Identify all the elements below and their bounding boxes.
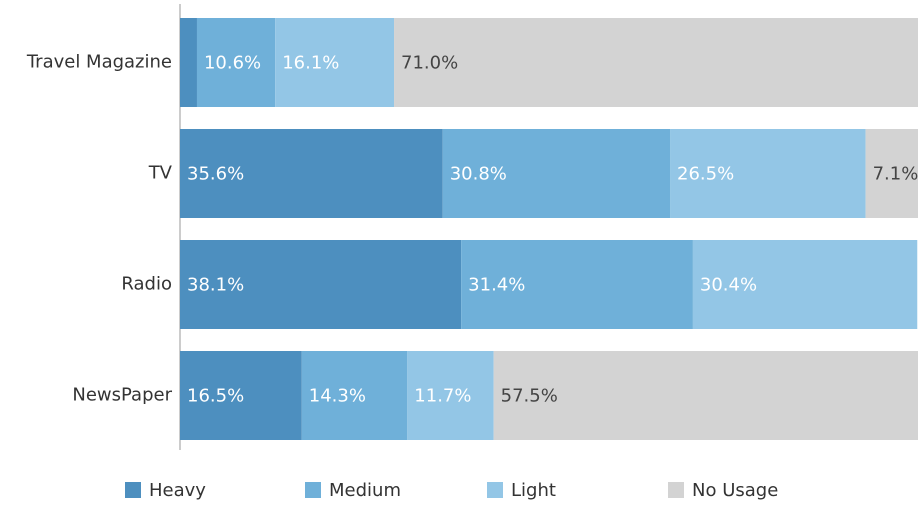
bar-segment xyxy=(670,129,866,218)
value-label: 16.1% xyxy=(282,53,339,74)
value-label: 26.5% xyxy=(677,164,734,185)
bar-segment xyxy=(180,351,302,440)
bar-segment xyxy=(461,240,693,329)
legend-swatch xyxy=(305,482,321,498)
value-label: 7.1% xyxy=(873,164,919,185)
bar-segment xyxy=(301,351,408,440)
bar-segment xyxy=(865,129,918,218)
bar-segment xyxy=(180,129,443,218)
bar-segment xyxy=(442,129,671,218)
value-label: 30.8% xyxy=(450,164,507,185)
legend-swatch xyxy=(125,482,141,498)
legend-label: No Usage xyxy=(692,480,778,501)
bar-segment xyxy=(275,18,395,107)
legend-swatch xyxy=(668,482,684,498)
legend-label: Light xyxy=(511,480,556,501)
bar-segment xyxy=(180,240,462,329)
bar-segment xyxy=(407,351,494,440)
bar-segment xyxy=(394,18,918,107)
value-label: 31.4% xyxy=(468,275,525,296)
value-label: 14.3% xyxy=(309,386,366,407)
value-label: 71.0% xyxy=(401,53,458,74)
value-label: 10.6% xyxy=(204,53,261,74)
bar-segment xyxy=(196,18,276,107)
value-label: 38.1% xyxy=(187,275,244,296)
value-label: 11.7% xyxy=(414,386,471,407)
value-label: 30.4% xyxy=(700,275,757,296)
value-label: 57.5% xyxy=(501,386,558,407)
legend-label: Medium xyxy=(329,480,401,501)
category-label: Radio xyxy=(121,274,172,295)
value-label: 16.5% xyxy=(187,386,244,407)
category-label: NewsPaper xyxy=(72,385,172,406)
bar-segment xyxy=(180,18,197,107)
legend-swatch xyxy=(487,482,503,498)
value-label: 35.6% xyxy=(187,164,244,185)
category-label: TV xyxy=(148,163,173,184)
category-label: Travel Magazine xyxy=(26,52,172,73)
bar-segment xyxy=(493,351,918,440)
legend-label: Heavy xyxy=(149,480,206,501)
bar-segment xyxy=(692,240,918,329)
